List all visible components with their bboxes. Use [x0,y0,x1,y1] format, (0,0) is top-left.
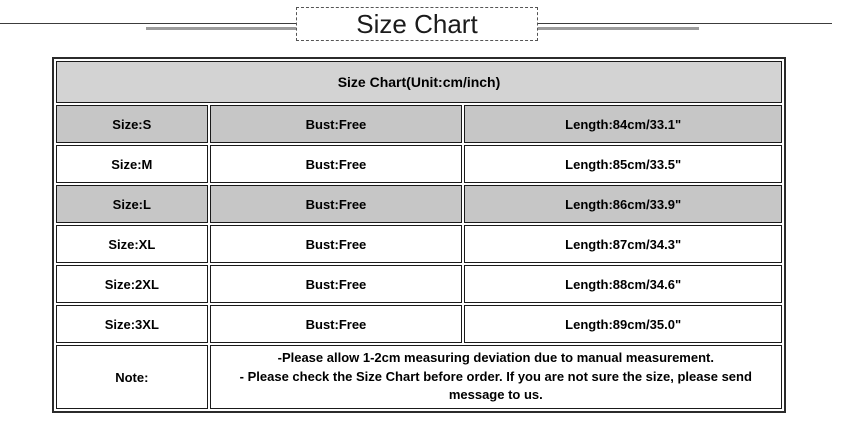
note-line-1: -Please allow 1-2cm measuring deviation … [277,349,714,365]
size-chart-table: Size Chart(Unit:cm/inch) Size:S Bust:Fre… [52,57,786,413]
bust-cell: Bust:Free [209,145,463,183]
size-cell: Size:M [56,145,208,183]
length-cell: Length:89cm/35.0" [464,305,782,343]
title-banner: Size Chart [0,0,846,52]
table-header-row: Size Chart(Unit:cm/inch) [56,61,782,103]
size-cell: Size:XL [56,225,208,263]
bust-cell: Bust:Free [209,305,463,343]
size-cell: Size:2XL [56,265,208,303]
table-title-cell: Size Chart(Unit:cm/inch) [56,61,782,103]
note-label-cell: Note: [56,345,208,409]
bust-cell: Bust:Free [209,265,463,303]
table-row-2xl: Size:2XL Bust:Free Length:88cm/34.6" [56,265,782,303]
size-cell: Size:S [56,105,208,143]
table-row-3xl: Size:3XL Bust:Free Length:89cm/35.0" [56,305,782,343]
note-text-cell: -Please allow 1-2cm measuring deviation … [209,345,782,409]
length-cell: Length:86cm/33.9" [464,185,782,223]
bust-cell: Bust:Free [209,185,463,223]
size-cell: Size:L [56,185,208,223]
table-row-s: Size:S Bust:Free Length:84cm/33.1" [56,105,782,143]
bust-cell: Bust:Free [209,105,463,143]
table-row-m: Size:M Bust:Free Length:85cm/33.5" [56,145,782,183]
note-line-2: - Please check the Size Chart before ord… [239,368,752,403]
page-title: Size Chart [296,7,538,41]
size-cell: Size:3XL [56,305,208,343]
table-row-l: Size:L Bust:Free Length:86cm/33.9" [56,185,782,223]
length-cell: Length:84cm/33.1" [464,105,782,143]
table-note-row: Note: -Please allow 1-2cm measuring devi… [56,345,782,409]
length-cell: Length:87cm/34.3" [464,225,782,263]
length-cell: Length:88cm/34.6" [464,265,782,303]
table-row-xl: Size:XL Bust:Free Length:87cm/34.3" [56,225,782,263]
length-cell: Length:85cm/33.5" [464,145,782,183]
bust-cell: Bust:Free [209,225,463,263]
